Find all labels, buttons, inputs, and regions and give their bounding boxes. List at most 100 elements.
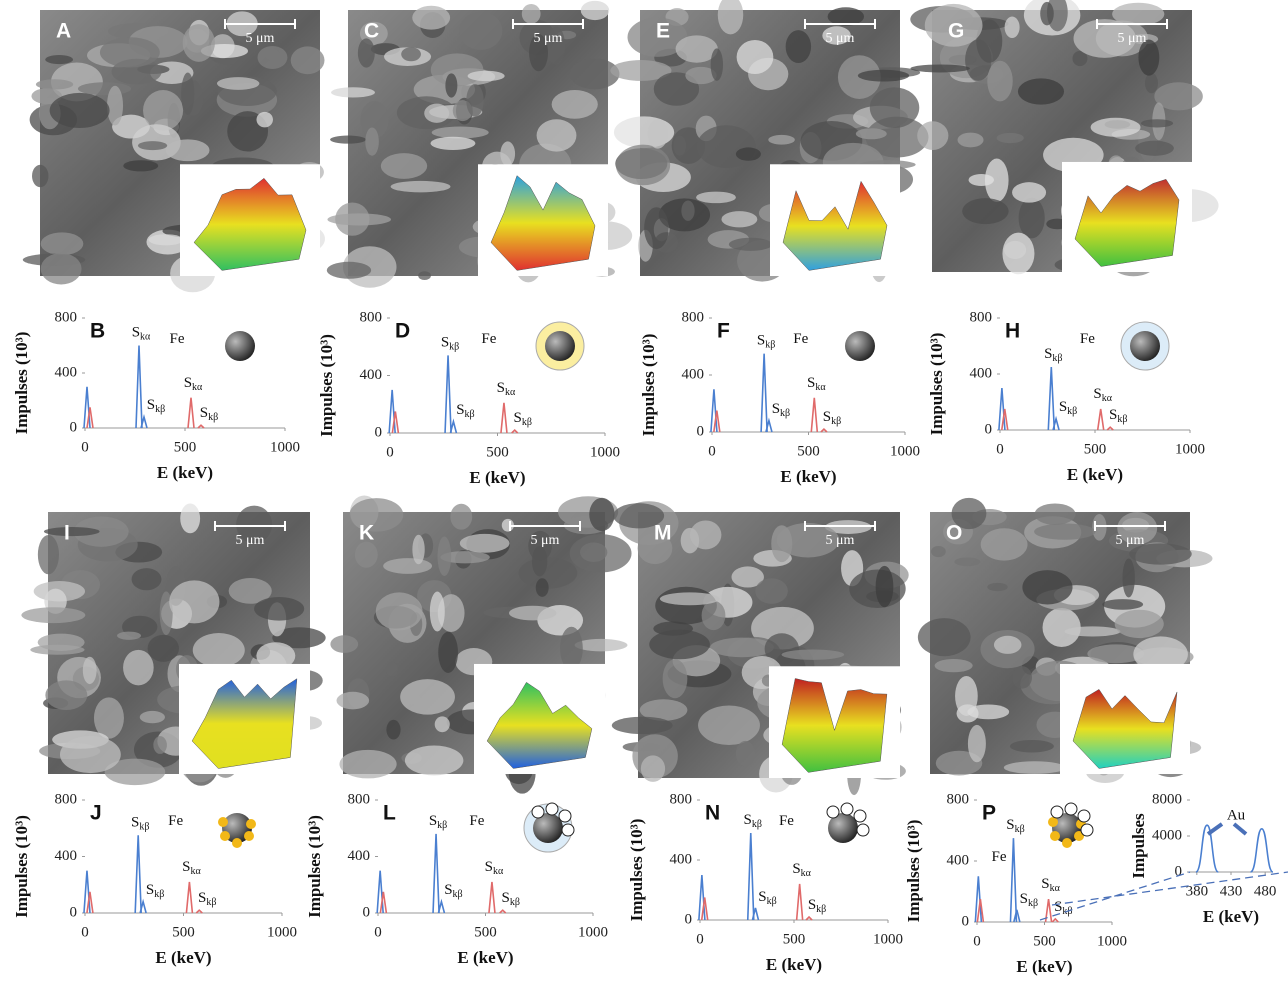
- particle-core: [1130, 331, 1160, 361]
- sem-grain: [180, 504, 200, 534]
- peak-annotation: Skβ: [441, 335, 459, 353]
- y-tick-label: 0: [375, 424, 383, 440]
- sem-grain: [38, 535, 59, 574]
- sem-grain: [1141, 119, 1173, 127]
- sem-grain: [153, 736, 167, 754]
- scale-label: 5 μm: [236, 533, 265, 548]
- sem-grain: [552, 90, 598, 119]
- annotation-subscript: kβ: [139, 822, 149, 833]
- panel-letter: K: [359, 522, 374, 545]
- peak: [186, 882, 192, 913]
- sem-grain: [755, 578, 788, 604]
- sem-grain: [782, 649, 845, 659]
- x-axis-label: E (keV): [1016, 957, 1072, 976]
- sem-grain: [143, 90, 183, 131]
- annotation-subscript: kβ: [453, 889, 463, 900]
- sem-grain: [391, 181, 451, 192]
- panel-letter: E: [656, 20, 670, 43]
- annotation-text: S: [1006, 818, 1014, 834]
- annotation-subscript: kα: [493, 866, 504, 877]
- sem-grain: [965, 39, 991, 81]
- sem-grain: [166, 139, 210, 161]
- spectrum-chart: 040080005001000Impulses (10³)E (keV)JSkβ…: [12, 791, 297, 966]
- panel-letter: M: [654, 522, 672, 545]
- annotation-subscript: kα: [505, 387, 516, 398]
- annotation-text: Fe: [1080, 331, 1095, 347]
- peak: [811, 398, 817, 432]
- shell-bead: [1051, 806, 1063, 818]
- sem-grain: [183, 24, 215, 62]
- peak-annotation: Skα: [497, 380, 516, 398]
- annotation-subscript: kβ: [465, 409, 475, 420]
- peak: [135, 835, 141, 913]
- sem-grain: [1022, 570, 1072, 604]
- peak-annotation: Fe: [779, 813, 794, 829]
- x-tick-label: 1000: [1175, 441, 1205, 457]
- annotation-text: S: [497, 380, 505, 396]
- shell-bead: [1078, 810, 1090, 822]
- peak-annotation: Skβ: [501, 890, 519, 908]
- annotation-text: S: [792, 861, 800, 877]
- peak: [136, 346, 142, 429]
- sem-grain: [358, 38, 375, 67]
- annotation-subscript: kβ: [831, 416, 841, 427]
- peak: [1010, 838, 1016, 922]
- peak-annotation: Skβ: [1006, 818, 1024, 836]
- annotation-text: S: [182, 859, 190, 875]
- y-tick-label: 400: [360, 367, 383, 383]
- sem-grain: [355, 542, 378, 568]
- annotation-subscript: kα: [1050, 883, 1061, 894]
- x-tick-label: 0: [708, 443, 716, 459]
- peak: [1098, 409, 1104, 430]
- peak-annotation: Skβ: [772, 401, 790, 419]
- sem-grain: [1034, 523, 1095, 539]
- sem-grain: [532, 546, 547, 576]
- panel-letter: C: [364, 20, 379, 43]
- annotation-subscript: kβ: [1117, 414, 1127, 425]
- scale-label: 5 μm: [534, 31, 563, 46]
- annotation-text: S: [757, 333, 765, 349]
- annotation-subscript: kβ: [449, 342, 459, 353]
- peak-annotation: Skβ: [757, 333, 775, 351]
- y-tick-label: 0: [1175, 863, 1183, 879]
- annotation-subscript: kα: [192, 382, 203, 393]
- annotation-text: S: [456, 402, 464, 418]
- sem-grain: [648, 119, 668, 149]
- sem-grain: [522, 4, 541, 24]
- sem-grain: [83, 657, 97, 684]
- peak-annotation: Skα: [807, 375, 826, 393]
- sem-grain: [258, 46, 288, 69]
- sem-grain: [193, 633, 245, 667]
- peak: [433, 834, 439, 913]
- sem-grain: [400, 679, 455, 714]
- shell-bead: [854, 810, 866, 822]
- sem-grain: [424, 104, 449, 123]
- scale-label: 5 μm: [531, 533, 560, 548]
- x-tick-label: 380: [1186, 883, 1209, 899]
- annotation-text: S: [807, 375, 815, 391]
- sem-grain: [181, 72, 194, 115]
- annotation-text: S: [147, 397, 155, 413]
- sem-grain: [721, 211, 757, 227]
- sem-grain: [1105, 120, 1131, 129]
- scale-label: 5 μm: [1118, 31, 1147, 46]
- sem-grain: [450, 504, 472, 530]
- sem-grain: [468, 71, 505, 81]
- spectrum-chart: 040080005001000Impulses (10³)E (keV)LSkβ…: [305, 791, 608, 966]
- sem-grain: [994, 636, 1022, 654]
- shell-bead: [1065, 803, 1077, 815]
- y-tick-label: 0: [697, 423, 705, 439]
- annotation-text: S: [146, 882, 154, 898]
- x-tick-label: 1000: [267, 924, 297, 940]
- annotation-subscript: kβ: [1015, 824, 1025, 835]
- sem-grain: [123, 650, 154, 685]
- sem-grain: [935, 659, 973, 672]
- sem-grain: [536, 578, 549, 597]
- annotation-subscript: kβ: [154, 889, 164, 900]
- peak-annotation: Au: [1227, 807, 1246, 823]
- sem-grain: [589, 498, 614, 531]
- annotation-text: Fe: [168, 813, 183, 829]
- sem-grain: [570, 534, 632, 572]
- sem-grain: [1002, 233, 1034, 275]
